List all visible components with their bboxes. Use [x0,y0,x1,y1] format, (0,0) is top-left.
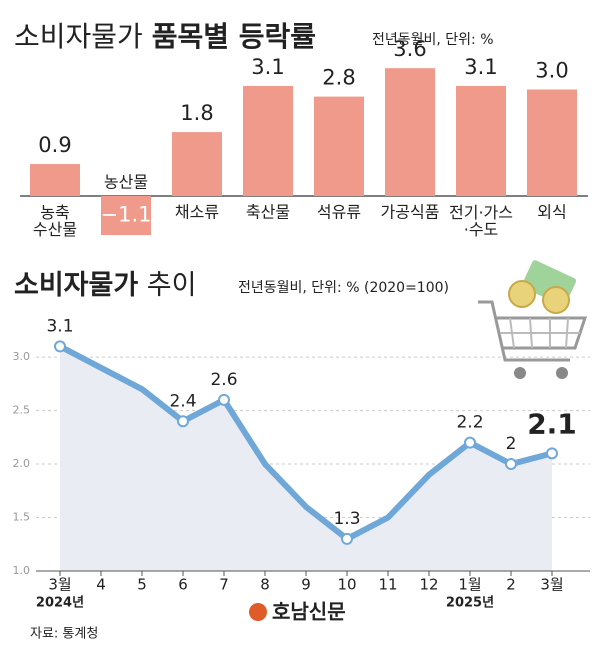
marker [546,447,558,460]
marker [218,393,230,406]
x-tick-label: 3월 [540,576,563,594]
data-label: 0.9 [38,133,71,157]
x-tick-label: 8 [260,576,270,594]
data-label: 1.8 [180,101,213,125]
category-label: 농산물 [104,173,148,192]
logo-mark [249,603,267,621]
data-label: 2.6 [210,370,237,390]
area [60,346,552,571]
x-tick-label: 3월 [48,576,71,594]
category-label: 외식 [537,203,566,222]
data-label: 3.1 [464,55,497,79]
bar [314,96,364,196]
data-label: 2.8 [322,66,355,90]
title-part: 소비자물가 [14,20,143,53]
category-label: 전기·가스 ·수도 [449,203,513,239]
data-label: 2.1 [527,407,577,440]
x-tick-label: 10 [337,576,356,594]
subtitle: 전년동월비, 단위: % [372,32,494,48]
chart-title: 소비자물가 추이 [14,270,196,301]
y-tick-label: 2.5 [13,404,31,417]
source: 자료: 통계청 [30,627,98,642]
data-label: 1.3 [333,509,360,529]
x-tick-label: 12 [419,576,438,594]
data-label: 2.2 [456,413,483,433]
x-tick-label: 1월 [458,576,481,594]
title-part: 소비자물가 [14,270,138,301]
y-tick-label: 1.0 [13,564,31,577]
x-tick-label: 2 [506,576,516,594]
x-sublabel: 2025년 [446,596,494,611]
x-tick-label: 5 [137,576,147,594]
x-tick-label: 7 [219,576,229,594]
data-label: 3.6 [393,37,426,61]
bar [385,68,435,196]
subtitle: 전년동월비, 단위: % (2020=100) [238,280,449,296]
bar [172,132,222,196]
category-label: 석유류 [317,203,361,222]
category-label: 축산물 [246,203,290,222]
category-label: 가공식품 [381,203,440,222]
data-label: 3.1 [46,316,73,336]
category-label: 채소류 [175,203,219,222]
bar [243,85,293,196]
marker [54,340,66,353]
x-tick-label: 9 [301,576,311,594]
title-emphasis: 품목별 등락률 [152,20,316,53]
marker [177,415,189,428]
x-tick-label: 6 [178,576,188,594]
x-sublabel: 2024년 [36,596,84,611]
cart-icon [478,260,588,379]
category-label: 농축 수산물 [33,203,77,239]
data-label: 3.1 [251,55,284,79]
y-tick-label: 3.0 [13,350,31,363]
marker [341,532,353,545]
bar [30,164,80,196]
data-label: −1.1 [101,203,152,227]
y-tick-label: 2.0 [13,457,31,470]
marker [505,458,517,471]
data-label: 2.4 [169,391,196,411]
bar [456,85,506,196]
x-tick-label: 11 [378,576,397,594]
bar [101,196,151,236]
title-rest: 추이 [147,270,197,301]
logo: 호남신문 [272,600,346,624]
x-tick-label: 4 [96,576,106,594]
chart-title: 소비자물가 품목별 등락률 [14,20,316,53]
y-tick-label: 1.5 [13,511,31,524]
data-label: 3.0 [535,59,568,83]
marker [464,436,476,449]
data-label: 2 [506,434,517,454]
bar [527,89,577,196]
